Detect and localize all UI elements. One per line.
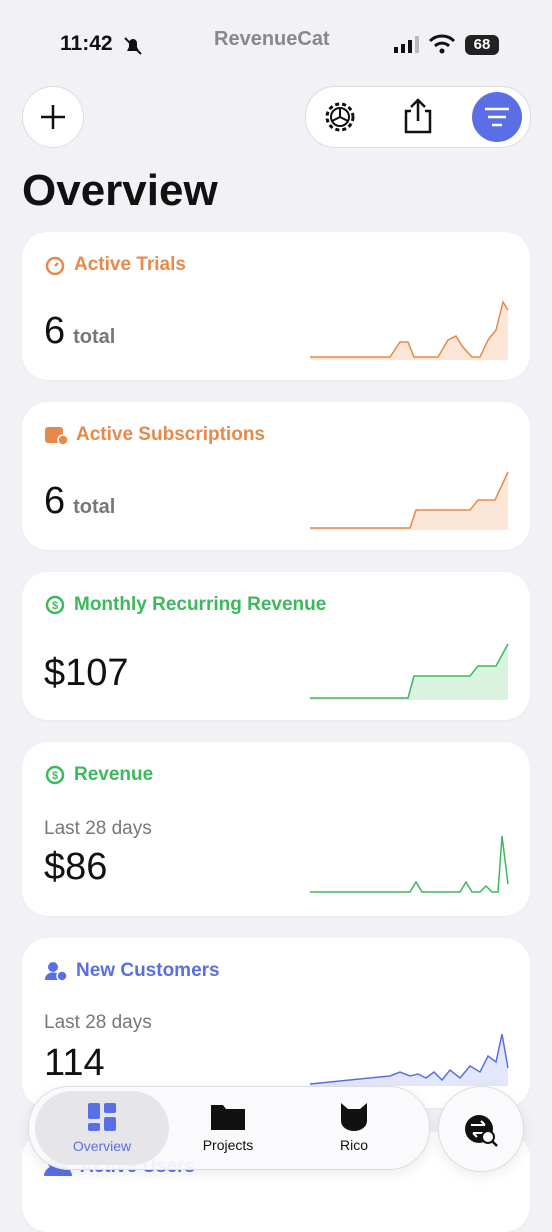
- rico-icon: [341, 1103, 367, 1131]
- tab-label: Projects: [202, 1137, 254, 1153]
- card-title-text: Active Subscriptions: [76, 424, 265, 445]
- card-unit: total: [73, 496, 116, 518]
- active-trials-card[interactable]: Active Trials 6 total: [22, 232, 530, 380]
- card-value: 114: [44, 1042, 105, 1084]
- card-value: $86: [44, 846, 108, 888]
- sparkline: [310, 471, 509, 530]
- tab-bar: Overview Projects Rico: [28, 1086, 430, 1170]
- subscriptions-icon: [45, 427, 68, 446]
- tab-label: Overview: [72, 1138, 132, 1154]
- mrr-card[interactable]: $ Monthly Recurring Revenue $107: [22, 572, 530, 720]
- mrr-icon: $: [45, 595, 65, 615]
- card-subtitle: Last 28 days: [44, 1012, 152, 1033]
- card-title: $ Monthly Recurring Revenue: [44, 594, 326, 616]
- new-customers-card[interactable]: New Customers Last 28 days 114: [22, 938, 530, 1108]
- sparkline: [310, 300, 509, 360]
- sparkline: [310, 643, 509, 700]
- card-title-text: New Customers: [76, 960, 220, 981]
- card-value-row: 6 total: [44, 480, 115, 523]
- card-title: Active Trials: [44, 254, 186, 276]
- filter-button[interactable]: [472, 92, 522, 142]
- app-screen: {"status_bar": {"time": "11:42", "batter…: [22, 28, 531, 1232]
- card-value-row: 6 total: [44, 310, 115, 353]
- card-title-text: Active Trials: [74, 254, 186, 275]
- tab-projects[interactable]: Projects: [163, 1087, 293, 1167]
- search-button[interactable]: [438, 1086, 524, 1172]
- filter-icon: [485, 107, 509, 127]
- toolbar: [305, 86, 531, 148]
- card-unit: total: [73, 326, 116, 348]
- customers-icon: [44, 962, 68, 982]
- search-icon: [465, 1115, 498, 1147]
- share-button[interactable]: [402, 97, 434, 135]
- signal-icon: [394, 36, 419, 53]
- projects-icon: [211, 1105, 245, 1130]
- sparkline: [310, 1033, 509, 1086]
- battery: 68: [465, 35, 499, 55]
- plus-icon: [41, 105, 65, 129]
- logo: RevenueCat: [214, 28, 330, 50]
- svg-text:$: $: [52, 600, 58, 612]
- sparkline: [310, 835, 509, 893]
- card-value: 6: [44, 480, 66, 522]
- trials-icon: [45, 256, 65, 276]
- wifi-icon: [428, 34, 456, 54]
- tab-label: Rico: [339, 1137, 368, 1153]
- page-title: Overview: [22, 166, 218, 215]
- card-title: Active Subscriptions: [44, 424, 265, 446]
- tab-rico[interactable]: Rico: [289, 1087, 419, 1167]
- card-title: $ Revenue: [44, 764, 153, 786]
- overview-icon: [88, 1103, 116, 1131]
- revenue-icon: $: [45, 765, 65, 785]
- tab-overview[interactable]: Overview: [35, 1091, 169, 1165]
- mute-icon: [124, 37, 142, 55]
- active-subscriptions-card[interactable]: Active Subscriptions 6 total: [22, 402, 530, 550]
- add-button[interactable]: [22, 86, 84, 148]
- card-subtitle: Last 28 days: [44, 818, 152, 839]
- status-time: 11:42: [60, 32, 113, 55]
- settings-button[interactable]: [322, 99, 358, 135]
- card-title: New Customers: [44, 960, 220, 982]
- revenue-card[interactable]: $ Revenue Last 28 days $86: [22, 742, 530, 916]
- card-value: 6: [44, 310, 66, 352]
- card-title-text: Monthly Recurring Revenue: [74, 594, 327, 615]
- svg-text:$: $: [52, 770, 58, 782]
- card-title-text: Revenue: [74, 764, 154, 785]
- card-value: $107: [44, 652, 129, 694]
